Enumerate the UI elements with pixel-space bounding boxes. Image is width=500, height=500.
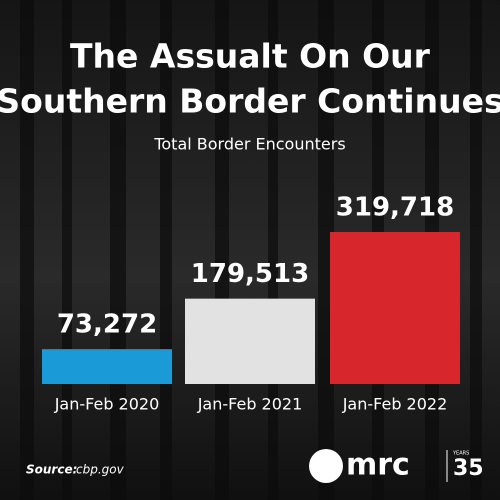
bar	[330, 232, 460, 384]
value-label: 73,272	[57, 310, 157, 340]
source: cbp.gov	[76, 463, 125, 477]
bar	[185, 298, 315, 384]
value-label: 319,718	[336, 193, 454, 223]
chart-subtitle: Total Border Encounters	[153, 135, 345, 154]
logo-years-label: YEARS	[452, 451, 469, 457]
chart-title-line: Southern Border Continues	[0, 82, 500, 121]
logo-badge	[309, 449, 343, 483]
chart-title-line: The Assualt On Our	[70, 37, 431, 76]
x-tick-label: Jan-Feb 2021	[197, 395, 303, 414]
x-tick-label: Jan-Feb 2022	[342, 395, 448, 414]
logo-years: 35	[453, 456, 484, 481]
x-tick-label: Jan-Feb 2020	[54, 395, 160, 414]
value-label: 179,513	[191, 259, 309, 289]
logo-text: mrc	[346, 448, 410, 483]
logo: mrc YEARS 35	[309, 448, 484, 483]
source-label: Source:	[26, 463, 77, 477]
bar	[42, 349, 172, 384]
